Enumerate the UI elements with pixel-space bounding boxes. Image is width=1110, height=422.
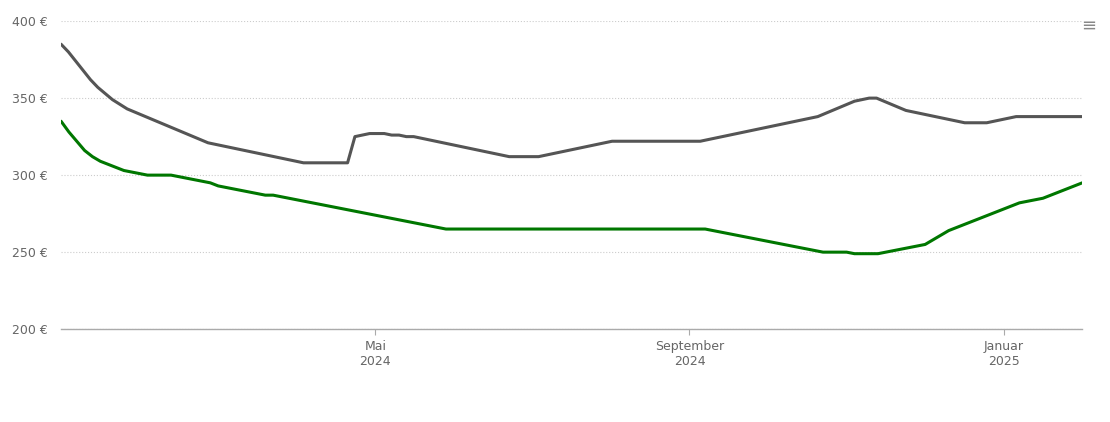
Text: ≡: ≡ — [1081, 17, 1097, 35]
